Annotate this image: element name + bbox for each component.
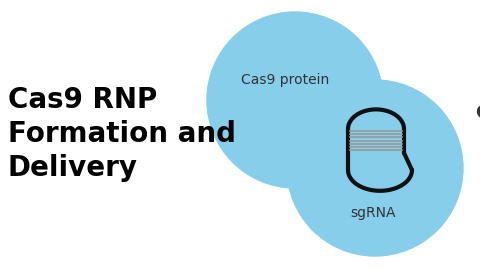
Text: sgRNA: sgRNA bbox=[350, 206, 396, 220]
Circle shape bbox=[207, 12, 383, 188]
Text: Cas9RNP: Cas9RNP bbox=[475, 104, 480, 122]
Text: Cas9 protein: Cas9 protein bbox=[241, 73, 329, 87]
Circle shape bbox=[287, 80, 463, 256]
Text: Cas9 RNP
Formation and
Delivery: Cas9 RNP Formation and Delivery bbox=[8, 87, 236, 181]
